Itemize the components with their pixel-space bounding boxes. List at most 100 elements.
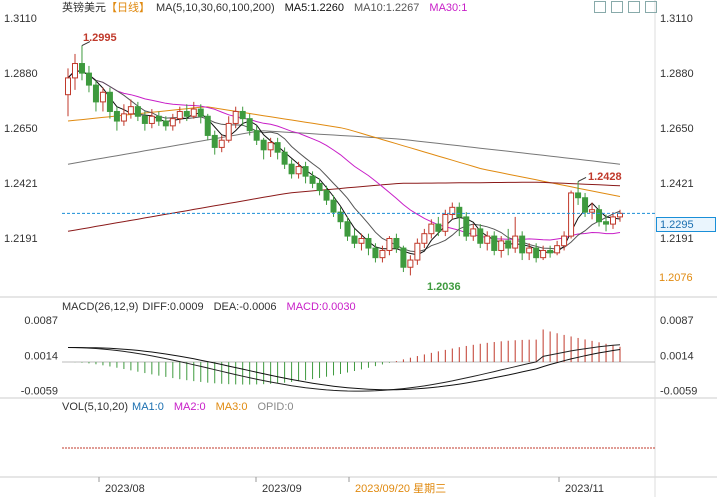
- candle-body: [309, 175, 316, 184]
- candle-body: [407, 259, 414, 268]
- candle-body: [302, 166, 309, 177]
- candle-body: [449, 206, 456, 216]
- ma60-line: [67, 106, 621, 197]
- candle-body: [127, 106, 134, 115]
- macd-header: MACD(26,12,9) DIFF:0.0009 DEA:-0.0006 MACD:…: [62, 300, 366, 314]
- macd-value-label: MACD:0.0030: [286, 301, 356, 313]
- price-tick-right: 1.2880: [660, 68, 694, 80]
- candle-body: [400, 247, 407, 268]
- x-axis-label: 2023/08: [105, 483, 145, 495]
- candle-body: [414, 242, 421, 261]
- candle-body: [330, 199, 337, 213]
- candle-body: [120, 113, 127, 122]
- candle-body: [575, 192, 582, 199]
- candle-body: [351, 235, 358, 244]
- toolbar-list-icon[interactable]: [611, 1, 623, 13]
- vol-label[interactable]: VOL(5,10,20): [62, 401, 129, 413]
- candle-body: [106, 91, 113, 112]
- candle-body: [253, 130, 260, 141]
- candle-body: [428, 223, 435, 235]
- high-annotation: 1.2995: [83, 32, 117, 44]
- price-tick-left: 1.2880: [4, 68, 38, 80]
- candle-body: [477, 228, 484, 244]
- low-annotation: 1.2036: [427, 281, 461, 293]
- x-axis-label: 2023/09/20 星期三: [355, 482, 446, 495]
- candle-body: [183, 110, 190, 117]
- candle-body: [596, 209, 603, 223]
- ma10-line: [67, 70, 621, 253]
- candle-body: [323, 190, 330, 201]
- macd-label[interactable]: MACD(26,12,9): [62, 301, 139, 313]
- x-axis-label: 2023/11: [565, 483, 604, 495]
- price-tick-left: 1.3110: [4, 13, 37, 25]
- symbol-label: 英镑美元: [62, 2, 106, 14]
- candle-body: [344, 221, 351, 237]
- candle-body: [92, 84, 99, 103]
- candle-body: [155, 115, 162, 122]
- candle-body: [148, 115, 155, 124]
- high-marker: [81, 41, 91, 46]
- price-tick-left: 1.2650: [4, 123, 38, 135]
- toolbar-settings-icon[interactable]: [628, 1, 640, 13]
- macd-tick-left: 0.0014: [24, 350, 58, 362]
- candle-body: [71, 63, 78, 79]
- ma5-line: [67, 70, 621, 256]
- candle-body: [533, 247, 540, 259]
- candle-body: [372, 247, 379, 259]
- macd-diff-line: [67, 344, 621, 392]
- toolbar-more-icon[interactable]: [645, 1, 657, 13]
- candle-body: [512, 235, 519, 249]
- vol-opid-label: OPID:0: [257, 401, 294, 413]
- candle-body: [358, 237, 365, 244]
- candle-body: [456, 206, 463, 218]
- price-tick-right: 1.2650: [660, 123, 694, 135]
- candle-body: [421, 233, 428, 244]
- candle-body: [393, 237, 400, 249]
- candle-body: [176, 110, 183, 120]
- candle-body: [379, 249, 386, 259]
- candle-body: [288, 163, 295, 175]
- candle-body: [197, 108, 204, 117]
- price-tick-right: 1.3110: [660, 13, 693, 25]
- candle-body: [134, 106, 141, 117]
- toolbar-grid-icon[interactable]: [594, 1, 606, 13]
- candle-body: [505, 240, 512, 249]
- macd-diff-label: DIFF:0.0009: [142, 301, 204, 313]
- candle-body: [610, 216, 617, 225]
- candle-body: [246, 118, 253, 132]
- candle-body: [603, 221, 610, 225]
- candle-body: [190, 108, 197, 117]
- candle-body: [267, 142, 274, 151]
- candle-body: [162, 120, 169, 127]
- ma100-line: [67, 181, 621, 232]
- price-tick-right: 1.2421: [660, 178, 694, 190]
- candle-body: [232, 110, 239, 124]
- macd-tick-left: -0.0059: [21, 386, 58, 398]
- candle-body: [85, 72, 92, 86]
- candle-body: [204, 115, 211, 136]
- candle-body: [225, 122, 232, 141]
- price-tick-left: 1.2191: [4, 233, 38, 245]
- candle-body: [260, 139, 267, 151]
- candle-body: [484, 235, 491, 244]
- candle-body: [568, 192, 575, 237]
- ma30-line: [67, 70, 621, 241]
- ma-level-label: 1.2076: [659, 272, 693, 284]
- candle-body: [526, 247, 533, 254]
- current-price-box: 1.2295: [656, 217, 716, 232]
- period-label[interactable]: 【日线】: [106, 2, 150, 14]
- candle-body: [337, 211, 344, 223]
- macd-tick-left: 0.0087: [24, 315, 58, 327]
- candle-body: [561, 235, 568, 247]
- candle-body: [617, 212, 623, 218]
- candle-body: [99, 91, 106, 103]
- candle-body: [491, 235, 498, 251]
- candle-body: [113, 110, 120, 122]
- ma30-label: MA30:1: [429, 2, 468, 14]
- candle-body: [239, 110, 246, 120]
- candle-body: [386, 237, 393, 251]
- ma-params-label[interactable]: MA(5,10,30,60,100,200): [156, 2, 275, 14]
- candle-body: [141, 115, 148, 124]
- candle-body: [589, 209, 596, 213]
